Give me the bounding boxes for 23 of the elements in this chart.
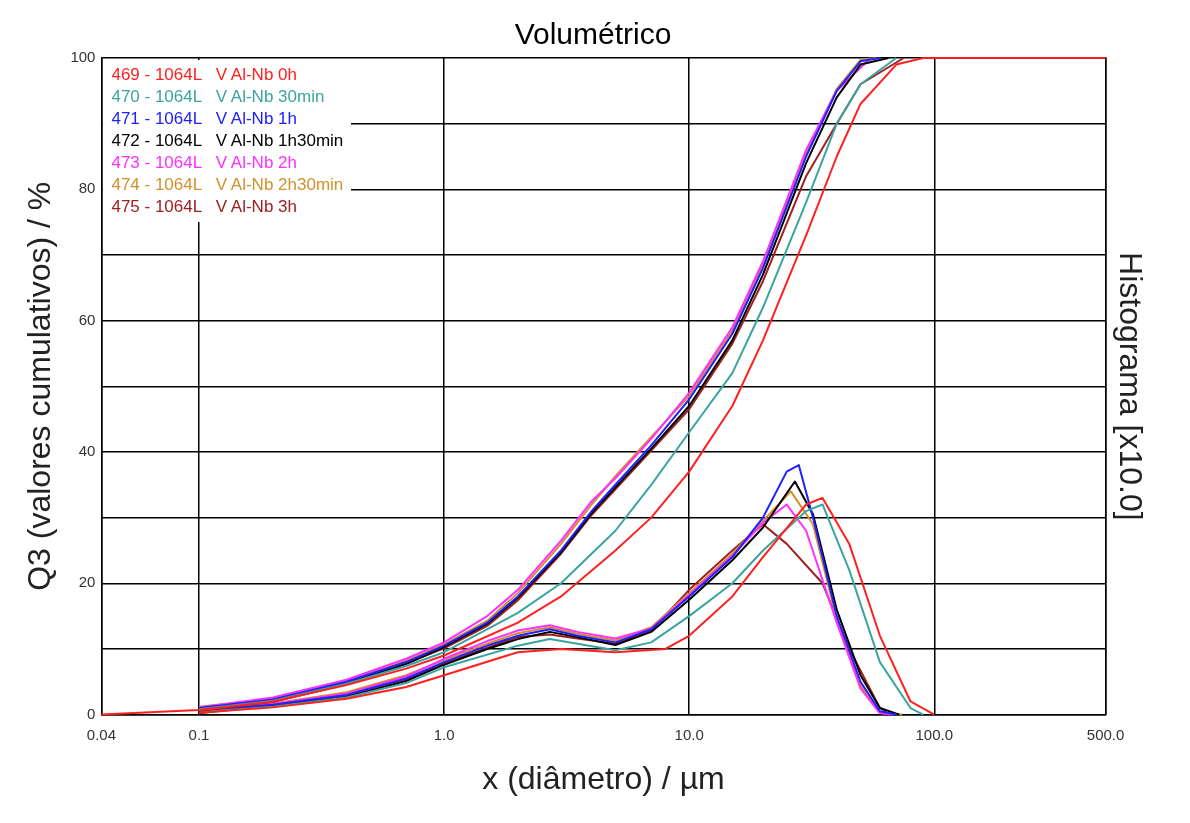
x-tick-label: 10.0 (674, 725, 704, 743)
text: 474 - 1064L V Al-Nb 2h30min (111, 174, 344, 196)
chart-title: Volumétrico (514, 17, 672, 51)
x-tick-label: 1.0 (433, 725, 455, 743)
x-tick-label: 0.1 (188, 725, 210, 743)
text: 475 - 1064L V Al-Nb 3h (111, 196, 298, 218)
text: 471 - 1064L V Al-Nb 1h (111, 108, 298, 130)
x-tick-label: 0.04 (86, 725, 117, 743)
y-tick-label: 100 (70, 48, 96, 66)
y2-axis-title: Histograma [x10.0] (1112, 252, 1149, 521)
y-tick-label: 80 (78, 179, 96, 197)
y-tick-label: 0 (87, 704, 96, 722)
text: 470 - 1064L V Al-Nb 30min (111, 86, 326, 108)
y-tick-label: 60 (78, 310, 96, 328)
y-axis-title: Q3 (valores cumulativos) / % (21, 181, 58, 591)
x-tick-label: 500.0 (1086, 725, 1125, 743)
text: 473 - 1064L V Al-Nb 2h (111, 152, 298, 174)
y-tick-label: 20 (78, 573, 96, 591)
y-tick-label: 40 (78, 442, 96, 460)
x-tick-label: 100.0 (915, 725, 954, 743)
text: 472 - 1064L V Al-Nb 1h30min (111, 130, 344, 152)
x-axis-title: x (diâmetro) / µm (482, 759, 725, 796)
text: 469 - 1064L V Al-Nb 0h (111, 64, 298, 86)
